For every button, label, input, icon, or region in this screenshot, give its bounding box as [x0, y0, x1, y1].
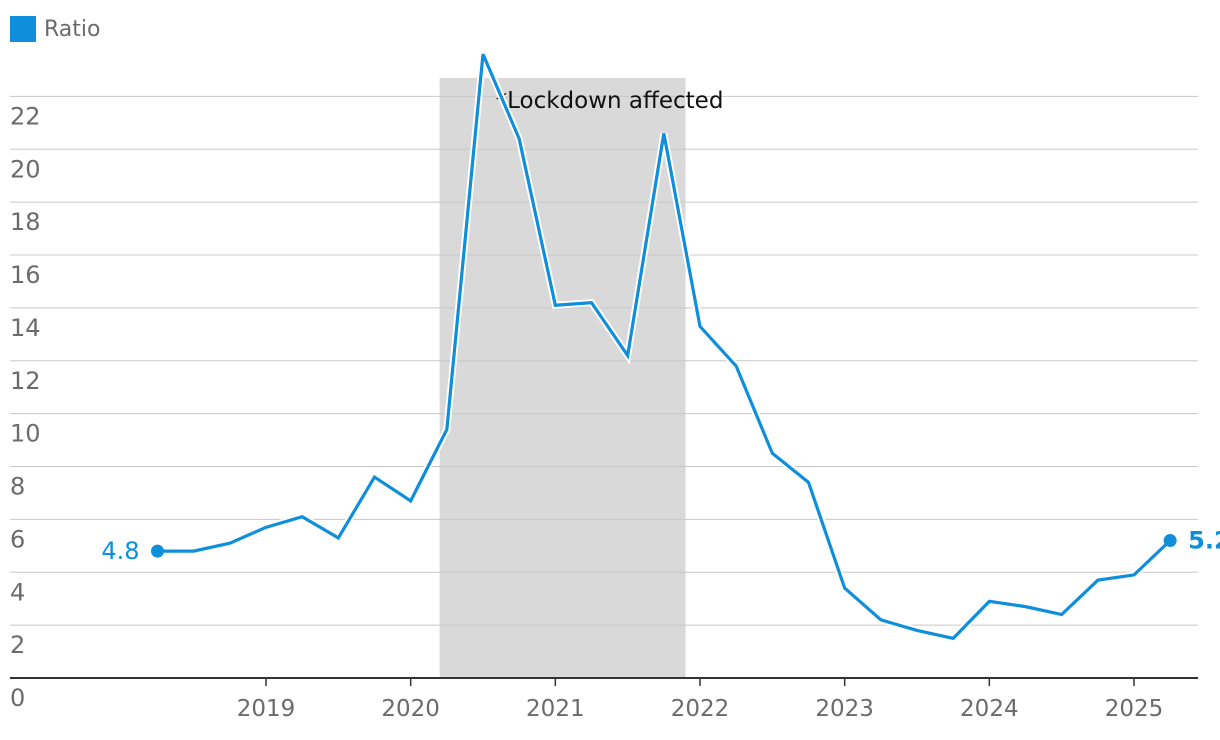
x-tick-label: 2020	[381, 696, 440, 722]
endpoint-marker	[1164, 534, 1177, 547]
y-tick-label: 6	[10, 525, 25, 553]
x-tick-label: 2023	[815, 696, 874, 722]
y-tick-label: 14	[10, 314, 41, 342]
data-label: 5.2	[1188, 527, 1220, 555]
y-tick-label: 8	[10, 473, 25, 501]
legend: Ratio	[10, 16, 100, 42]
x-tick-label: 2025	[1105, 696, 1164, 722]
shaded-region	[440, 78, 686, 678]
data-label: 4.8	[101, 537, 139, 565]
shaded-region-label: *Lockdown affected	[496, 88, 724, 114]
y-tick-label: 16	[10, 261, 41, 289]
y-tick-label: 18	[10, 208, 41, 236]
y-tick-label: 0	[10, 684, 25, 712]
x-tick-label: 2024	[960, 696, 1019, 722]
y-tick-label: 20	[10, 155, 41, 183]
y-tick-label: 12	[10, 367, 41, 395]
x-tick-label: 2021	[526, 696, 585, 722]
y-tick-label: 10	[10, 420, 41, 448]
y-tick-label: 2	[10, 631, 25, 659]
x-tick-label: 2022	[671, 696, 730, 722]
legend-swatch	[10, 16, 36, 42]
endpoint-marker	[151, 545, 164, 558]
y-tick-label: 22	[10, 102, 41, 130]
y-tick-label: 4	[10, 578, 25, 606]
legend-label: Ratio	[44, 17, 100, 42]
x-tick-label: 2019	[237, 696, 296, 722]
